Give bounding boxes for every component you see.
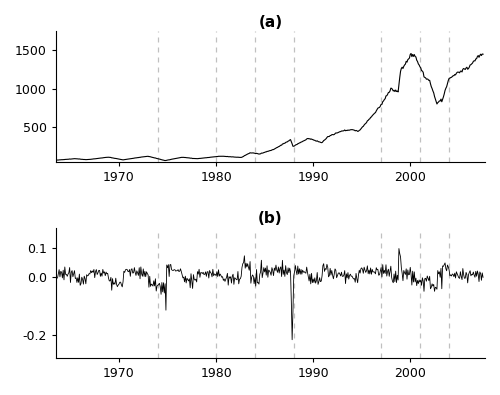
Title: (a): (a) [258,15,282,30]
Title: (b): (b) [258,211,283,226]
